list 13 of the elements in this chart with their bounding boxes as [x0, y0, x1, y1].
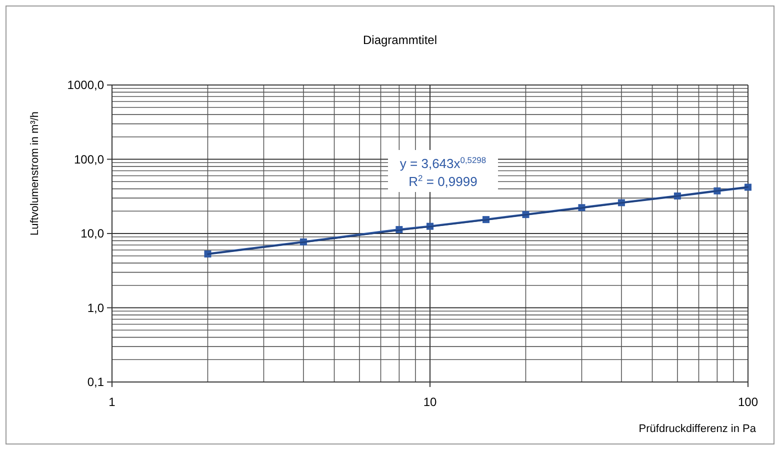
y-tick-label: 1000,0	[67, 78, 104, 92]
x-axis-title: Prüfdruckdifferenz in Pa	[638, 423, 757, 435]
annotation: y = 3,643x$^{0,5298}$	[400, 155, 486, 171]
y-axis-title: Luftvolumenstrom in m³/h	[29, 111, 41, 236]
x-tick-label: 100	[738, 395, 758, 409]
x-tick-label: 1	[108, 395, 116, 409]
y-tick-label: 10,0	[80, 226, 104, 241]
y-tick-label: 0,1	[87, 375, 104, 390]
y-tick-label: 1,0	[87, 300, 104, 315]
annotation: R$^{2}$ = 0,9999	[408, 173, 478, 189]
x-tick-label: 10	[423, 395, 437, 409]
chart-title: Diagrammtitel	[362, 33, 438, 47]
y-tick-label: 100,0	[74, 152, 104, 166]
